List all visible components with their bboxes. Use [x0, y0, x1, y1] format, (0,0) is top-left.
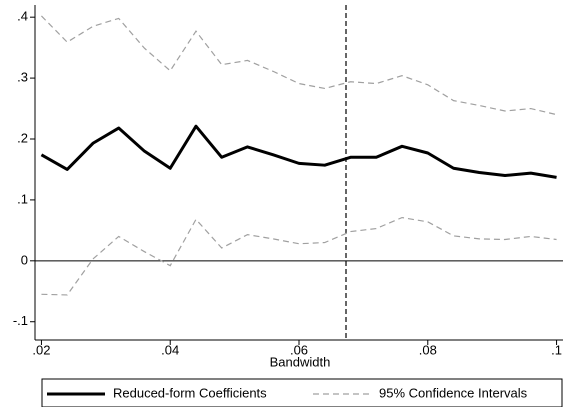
line: [40, 124, 557, 179]
x-tick-label: .04: [161, 342, 179, 357]
x-axis-label: Bandwidth: [270, 354, 331, 369]
y-tick-label: .1: [17, 191, 28, 206]
y-tick-label: -.1: [13, 313, 28, 328]
ci-line: [41, 15, 557, 116]
ci-line: [41, 216, 557, 296]
y-tick-label: 0: [21, 252, 28, 267]
legend-label: Reduced-form Coefficients: [113, 385, 267, 400]
legend-label: 95% Confidence Intervals: [379, 385, 528, 400]
x-tick-label: .08: [419, 342, 437, 357]
x-tick-label: .02: [32, 342, 50, 357]
legend-box: [41, 378, 563, 407]
x-tick-label: .1: [551, 342, 562, 357]
y-tick-label: .3: [17, 70, 28, 85]
y-tick-label: .4: [17, 9, 28, 24]
x-tick-label: .06: [290, 342, 308, 357]
y-tick-label: .2: [17, 130, 28, 145]
